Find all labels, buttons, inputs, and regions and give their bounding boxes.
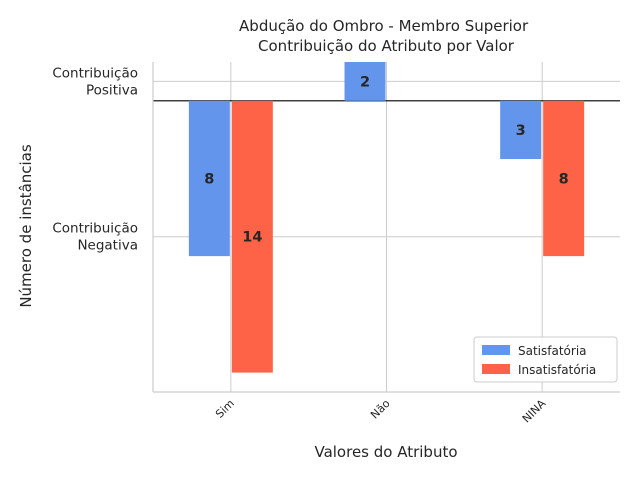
bar-satisfatoria-nao	[344, 62, 386, 101]
bars	[188, 62, 585, 373]
y-tick-label-0: Contribuição Positiva	[52, 65, 138, 98]
data-labels: 8 2 3 14 8	[204, 74, 568, 245]
data-label-insatisfatoria-nina: 8	[559, 171, 569, 187]
y-axis-ticks: Contribuição Positiva Contribuição Negativa	[52, 65, 138, 253]
bar-satisfatoria-sim	[188, 100, 230, 257]
legend-label-insatisfatoria: Insatisfatória	[518, 363, 596, 377]
plot-frame	[152, 62, 620, 393]
x-axis-label: Valores do Atributo	[314, 443, 457, 461]
chart-title-line-1: Abdução do Ombro - Membro Superior	[239, 17, 529, 35]
y-axis-label: Número de instâncias	[17, 144, 35, 308]
bar-insatisfatoria-nina	[543, 100, 585, 257]
bar-satisfatoria-nina	[500, 100, 542, 160]
data-label-satisfatoria-nina: 3	[516, 123, 526, 139]
legend-label-satisfatoria: Satisfatória	[518, 344, 587, 358]
y-tick-label-1: Contribuição Negativa	[52, 221, 138, 254]
data-label-satisfatoria-nao: 2	[360, 74, 370, 90]
chart-title: Abdução do Ombro - Membro Superior Contr…	[239, 17, 533, 55]
legend-swatch-satisfatoria	[482, 345, 510, 355]
grid	[153, 62, 620, 392]
bar-insatisfatoria-sim	[231, 100, 273, 373]
chart-title-line-2: Contribuição do Atributo por Valor	[258, 37, 515, 55]
data-label-insatisfatoria-sim: 14	[242, 230, 262, 246]
data-label-satisfatoria-sim: 8	[204, 171, 214, 187]
legend: Satisfatória Insatisfatória	[473, 336, 618, 383]
legend-swatch-insatisfatoria	[482, 364, 510, 374]
